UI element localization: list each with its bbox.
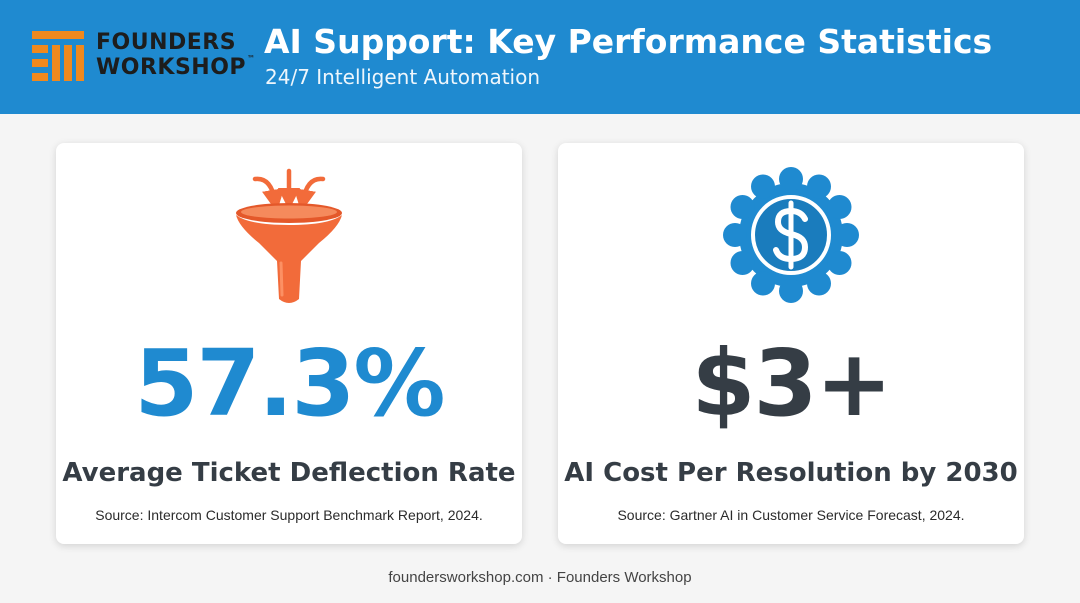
page-subtitle: 24/7 Intelligent Automation (265, 65, 541, 89)
cost-per-resolution-source: Source: Gartner AI in Customer Service F… (617, 507, 965, 523)
funnel-icon-wrapper (56, 165, 522, 307)
founders-workshop-logo: FOUNDERS WORKSHOP™ (30, 28, 255, 86)
dollar-badge-icon (723, 167, 859, 303)
header-banner: FOUNDERS WORKSHOP™ AI Support: Key Perfo… (0, 0, 1080, 114)
cost-per-resolution-label: AI Cost Per Resolution by 2030 (564, 458, 1018, 488)
stat-card-cost: $3+ AI Cost Per Resolution by 2030 Sourc… (558, 143, 1024, 544)
logo-line-2: WORKSHOP (96, 55, 247, 80)
dollar-badge-icon-wrapper (558, 165, 1024, 307)
deflection-rate-label: Average Ticket Deflection Rate (62, 458, 516, 488)
logo-mark-icon (32, 31, 84, 81)
logo-line-1: FOUNDERS (96, 30, 237, 55)
footer-credit: foundersworkshop.com · Founders Workshop (388, 569, 692, 586)
page-title: AI Support: Key Performance Statistics (264, 22, 993, 61)
stat-card-deflection: 57.3% Average Ticket Deflection Rate Sou… (56, 143, 522, 544)
logo-wordmark: FOUNDERS WORKSHOP™ (96, 30, 256, 80)
deflection-rate-source: Source: Intercom Customer Support Benchm… (95, 507, 483, 523)
logo-trademark: ™ (247, 54, 256, 63)
deflection-rate-value: 57.3% (134, 330, 445, 437)
funnel-icon (236, 168, 342, 303)
cost-per-resolution-value: $3+ (691, 330, 892, 437)
